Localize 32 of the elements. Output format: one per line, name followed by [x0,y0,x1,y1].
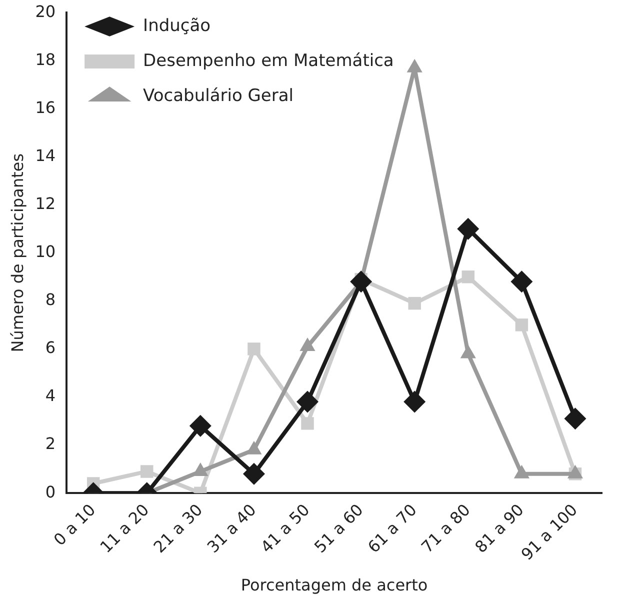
y-axis-title: Número de participantes [8,153,27,352]
y-tick-label: 4 [45,386,56,406]
point [510,270,533,293]
y-tick-label: 0 [45,482,56,502]
point [457,218,480,240]
legend-label: Desempenho em Matemática [143,50,394,71]
x-tick-label: 61 a 70 [364,500,420,557]
y-tick-label: 20 [35,2,56,21]
point [515,318,528,332]
point [404,390,426,413]
y-tick-label: 18 [35,50,56,69]
y-tick-label: 14 [35,146,56,165]
y-tick-label: 10 [35,242,56,262]
point [564,408,586,430]
y-tick-label: 16 [35,98,56,117]
y-tick-label: 8 [45,290,56,310]
point [301,417,314,430]
point [248,342,260,356]
point [296,390,319,413]
y-tick-label: 6 [45,338,56,358]
x-axis-title: Porcentagem de acerto [240,576,428,595]
y-tick-label: 2 [45,434,56,454]
point [189,414,212,437]
point [408,296,421,310]
legend-label: Vocabulário Geral [143,86,294,106]
point [350,270,372,293]
legend-label: Indução [143,16,211,36]
point [242,462,265,485]
y-tick-label: 12 [35,194,56,213]
point [140,465,154,478]
point [462,270,475,284]
x-tick-label: 71 a 80 [418,500,474,557]
